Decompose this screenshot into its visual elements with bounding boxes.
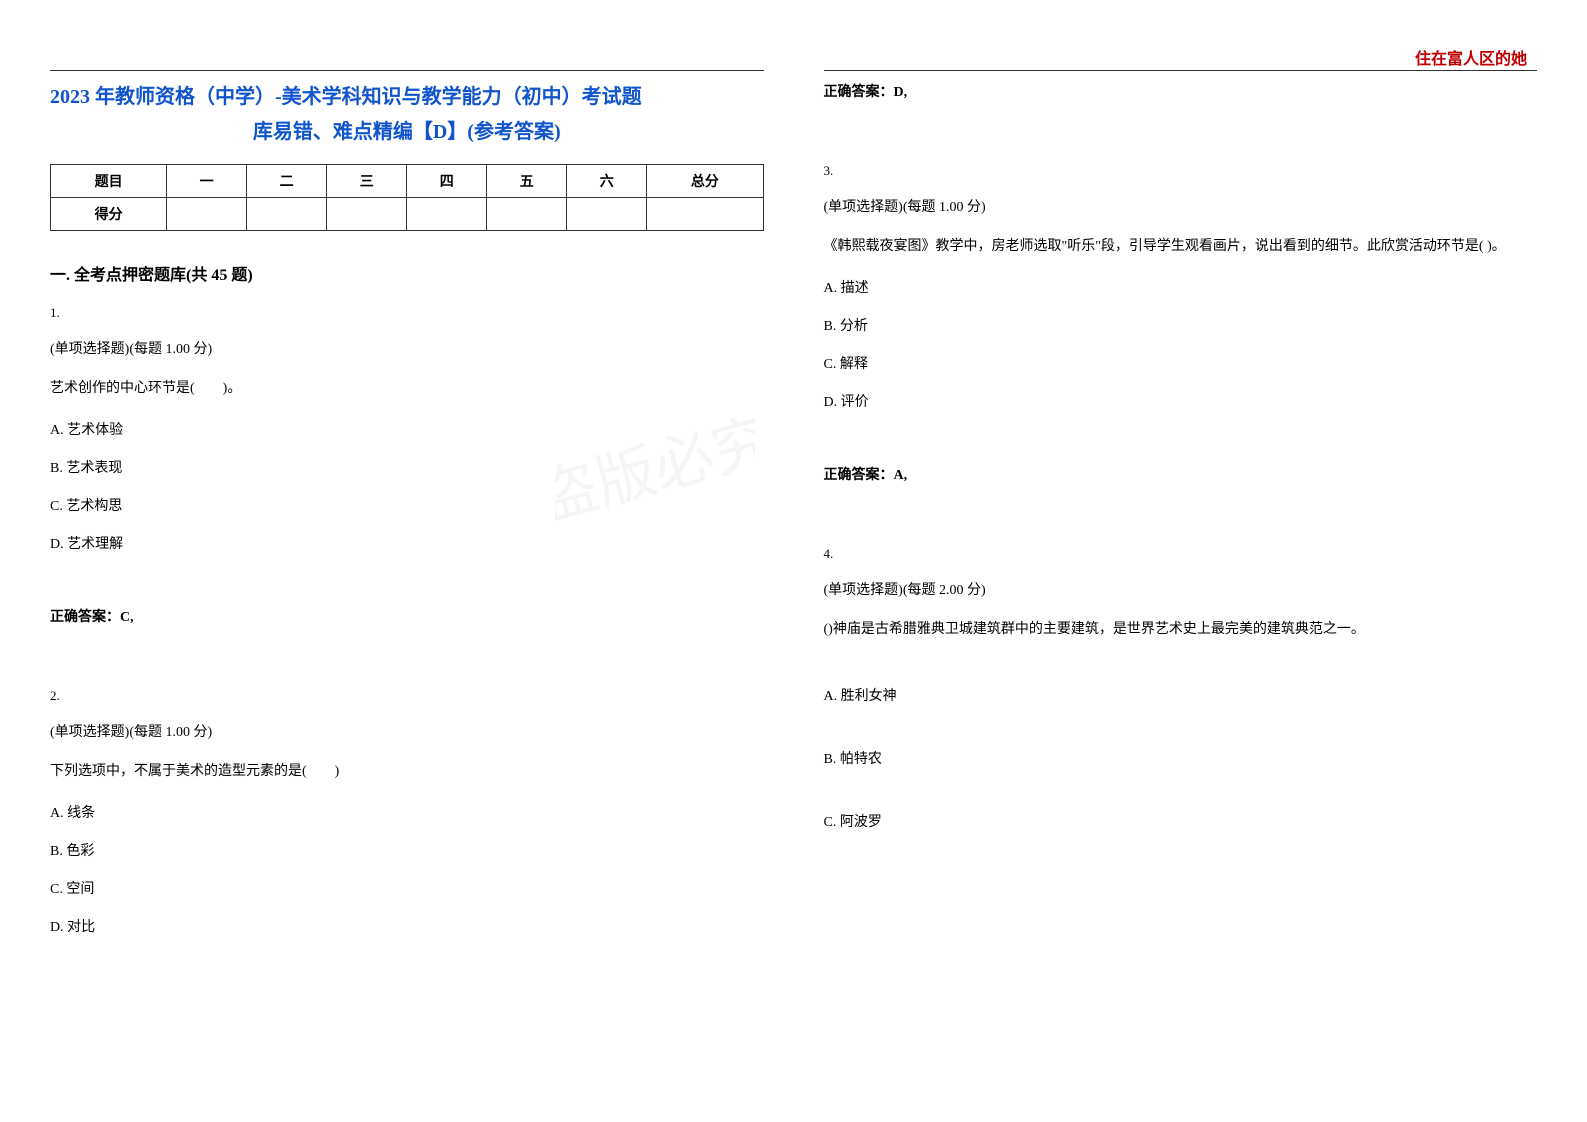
main-title-line2: 库易错、难点精编【D】(参考答案): [50, 115, 764, 144]
option-d: D. 艺术理解: [50, 533, 764, 553]
table-cell: [647, 198, 763, 231]
right-column: 正确答案：D, 3. (单项选择题)(每题 1.00 分) 《韩熙载夜宴图》教学…: [804, 70, 1538, 954]
main-title-line1: 2023 年教师资格（中学）-美术学科知识与教学能力（初中）考试题: [50, 79, 764, 115]
option-c: C. 阿波罗: [824, 811, 1538, 831]
question-meta: (单项选择题)(每题 2.00 分): [824, 579, 1538, 599]
table-header: 四: [407, 165, 487, 198]
table-header: 五: [487, 165, 567, 198]
option-b: B. 帕特农: [824, 748, 1538, 768]
option-d: D. 评价: [824, 391, 1538, 411]
answer-text: 正确答案：A,: [824, 464, 1538, 484]
two-column-layout: 2023 年教师资格（中学）-美术学科知识与教学能力（初中）考试题 库易错、难点…: [50, 70, 1537, 954]
question-number: 3.: [824, 161, 1538, 182]
question-number: 4.: [824, 544, 1538, 565]
table-cell: 得分: [51, 198, 167, 231]
option-a: A. 胜利女神: [824, 685, 1538, 705]
option-c: C. 解释: [824, 353, 1538, 373]
option-c: C. 艺术构思: [50, 495, 764, 515]
option-a: A. 描述: [824, 277, 1538, 297]
option-c: C. 空间: [50, 878, 764, 898]
table-cell: [567, 198, 647, 231]
question-stem: 艺术创作的中心环节是( )。: [50, 376, 764, 401]
table-header: 六: [567, 165, 647, 198]
option-a: A. 艺术体验: [50, 419, 764, 439]
table-header: 总分: [647, 165, 763, 198]
option-b: B. 色彩: [50, 840, 764, 860]
divider: [824, 70, 1538, 71]
question-stem: ()神庙是古希腊雅典卫城建筑群中的主要建筑，是世界艺术史上最完美的建筑典范之一。: [824, 617, 1538, 642]
score-table: 题目 一 二 三 四 五 六 总分 得分: [50, 164, 764, 231]
table-header: 三: [327, 165, 407, 198]
table-cell: [407, 198, 487, 231]
question-meta: (单项选择题)(每题 1.00 分): [824, 196, 1538, 216]
option-d: D. 对比: [50, 916, 764, 936]
left-column: 2023 年教师资格（中学）-美术学科知识与教学能力（初中）考试题 库易错、难点…: [50, 70, 784, 954]
question-meta: (单项选择题)(每题 1.00 分): [50, 338, 764, 358]
option-b: B. 艺术表现: [50, 457, 764, 477]
question-stem: 下列选项中，不属于美术的造型元素的是( ): [50, 759, 764, 784]
table-header: 题目: [51, 165, 167, 198]
divider: [50, 70, 764, 71]
table-cell: [487, 198, 567, 231]
option-b: B. 分析: [824, 315, 1538, 335]
table-row: 得分: [51, 198, 764, 231]
question-stem: 《韩熙载夜宴图》教学中，房老师选取"听乐"段，引导学生观看画片，说出看到的细节。…: [824, 234, 1538, 259]
question-number: 1.: [50, 303, 764, 324]
option-a: A. 线条: [50, 802, 764, 822]
table-row: 题目 一 二 三 四 五 六 总分: [51, 165, 764, 198]
table-cell: [327, 198, 407, 231]
table-header: 二: [247, 165, 327, 198]
question-number: 2.: [50, 686, 764, 707]
section-title: 一. 全考点押密题库(共 45 题): [50, 261, 764, 285]
question-meta: (单项选择题)(每题 1.00 分): [50, 721, 764, 741]
table-header: 一: [167, 165, 247, 198]
header-right-text: 住在富人区的她: [1415, 45, 1527, 69]
table-cell: [247, 198, 327, 231]
table-cell: [167, 198, 247, 231]
answer-text: 正确答案：C,: [50, 606, 764, 626]
answer-text: 正确答案：D,: [824, 81, 1538, 101]
